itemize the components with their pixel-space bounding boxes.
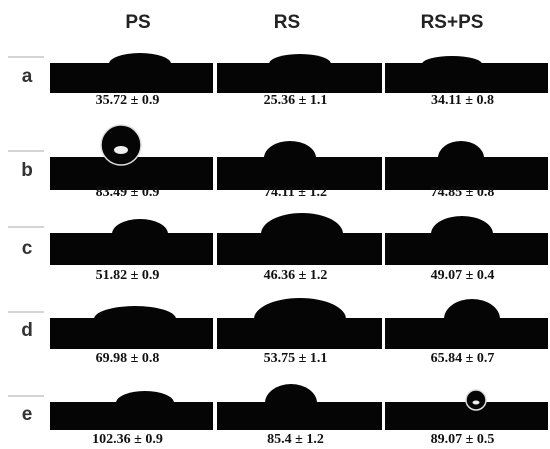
contact-angle: 69.98 ± 0.8	[96, 351, 160, 366]
droplet	[116, 391, 174, 403]
substrate-image	[50, 63, 213, 93]
contact-angle: 85.4 ± 1.2	[267, 432, 324, 447]
column-header: RS	[274, 12, 300, 33]
substrate-image	[385, 157, 548, 190]
droplet	[264, 141, 316, 158]
droplet-highlight	[472, 400, 480, 405]
contact-angle: 53.75 ± 1.1	[264, 351, 328, 366]
substrate-image	[217, 63, 382, 93]
contact-angle: 49.07 ± 0.4	[431, 268, 495, 283]
contact-angle: 83.49 ± 0.9	[96, 185, 160, 200]
droplet	[422, 56, 482, 64]
contact-angle: 35.72 ± 0.9	[96, 93, 160, 108]
row-label: c	[22, 238, 33, 259]
substrate-image	[217, 233, 382, 265]
contact-angle: 46.36 ± 1.2	[264, 268, 328, 283]
droplet	[94, 306, 176, 319]
row-label: e	[22, 404, 33, 425]
substrate-image	[50, 233, 213, 265]
substrate-image	[385, 318, 548, 349]
droplet-highlight	[114, 146, 128, 154]
row-label: d	[21, 320, 33, 341]
contact-angle: 74.11 ± 1.2	[264, 185, 327, 200]
contact-angle: 74.85 ± 0.8	[431, 185, 495, 200]
contact-angle: 102.36 ± 0.9	[92, 432, 163, 447]
column-header: RS+PS	[421, 12, 484, 33]
droplet	[261, 213, 343, 234]
contact-angle: 34.11 ± 0.8	[431, 93, 494, 108]
substrate-image	[385, 233, 548, 265]
substrate-image	[385, 402, 548, 430]
droplet	[109, 53, 171, 64]
contact-angle: 65.84 ± 0.7	[431, 351, 495, 366]
substrate-image	[50, 318, 213, 349]
droplet	[465, 389, 487, 411]
droplet	[265, 384, 317, 403]
droplet	[269, 54, 331, 64]
substrate-image	[50, 402, 213, 430]
droplet	[438, 141, 484, 158]
droplet	[254, 298, 346, 319]
droplet	[112, 219, 168, 234]
droplet	[100, 124, 142, 166]
column-header: PS	[125, 12, 150, 33]
contact-angle: 25.36 ± 1.1	[264, 93, 328, 108]
droplet	[431, 216, 493, 234]
substrate-image	[217, 157, 382, 190]
contact-angle: 51.82 ± 0.9	[96, 268, 160, 283]
substrate-image	[217, 402, 382, 430]
substrate-image	[217, 318, 382, 349]
substrate-image	[385, 63, 548, 93]
contact-angle: 89.07 ± 0.5	[431, 432, 495, 447]
row-label: a	[22, 66, 33, 87]
droplet	[444, 299, 500, 319]
row-label: b	[21, 160, 33, 181]
